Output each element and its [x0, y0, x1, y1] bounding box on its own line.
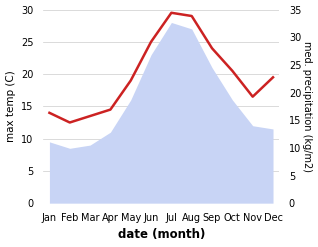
Y-axis label: max temp (C): max temp (C) — [5, 70, 16, 142]
X-axis label: date (month): date (month) — [118, 228, 205, 242]
Y-axis label: med. precipitation (kg/m2): med. precipitation (kg/m2) — [302, 41, 313, 172]
